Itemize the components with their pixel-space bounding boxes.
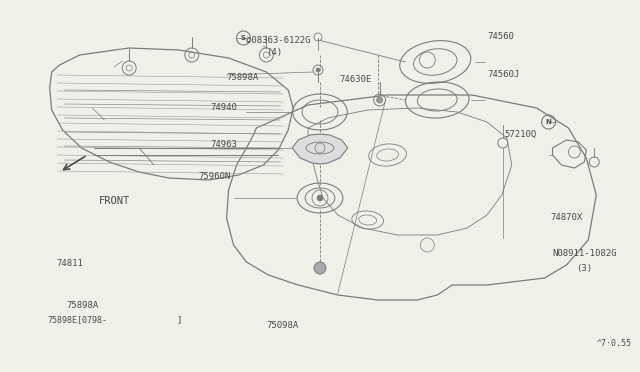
Text: 74560: 74560 <box>487 32 514 41</box>
Text: 57210Q: 57210Q <box>505 129 537 138</box>
Circle shape <box>314 262 326 274</box>
Text: 74870X: 74870X <box>550 212 583 221</box>
Text: ^7·0.55: ^7·0.55 <box>596 340 631 349</box>
Text: ]: ] <box>177 315 182 324</box>
Text: 75898A: 75898A <box>67 301 99 310</box>
Text: 74560J: 74560J <box>487 70 519 78</box>
Text: S: S <box>241 35 246 41</box>
Circle shape <box>317 195 323 201</box>
Circle shape <box>376 97 383 103</box>
Text: 75960N: 75960N <box>199 171 231 180</box>
Text: 75898A: 75898A <box>227 73 259 81</box>
Text: (3): (3) <box>577 263 593 273</box>
Text: 74811: 74811 <box>57 260 83 269</box>
Text: 74940: 74940 <box>211 103 237 112</box>
Text: N: N <box>546 119 552 125</box>
Text: (4): (4) <box>266 48 282 57</box>
Text: 75098A: 75098A <box>266 321 299 330</box>
Text: 74630E: 74630E <box>340 74 372 83</box>
Text: N08911-1082G: N08911-1082G <box>552 250 617 259</box>
Circle shape <box>316 68 320 72</box>
Text: 75898E[0798-: 75898E[0798- <box>48 315 108 324</box>
Text: ©08363-6122G: ©08363-6122G <box>246 35 311 45</box>
Text: 74963: 74963 <box>211 140 237 148</box>
Polygon shape <box>292 134 348 164</box>
Text: FRONT: FRONT <box>99 196 131 206</box>
